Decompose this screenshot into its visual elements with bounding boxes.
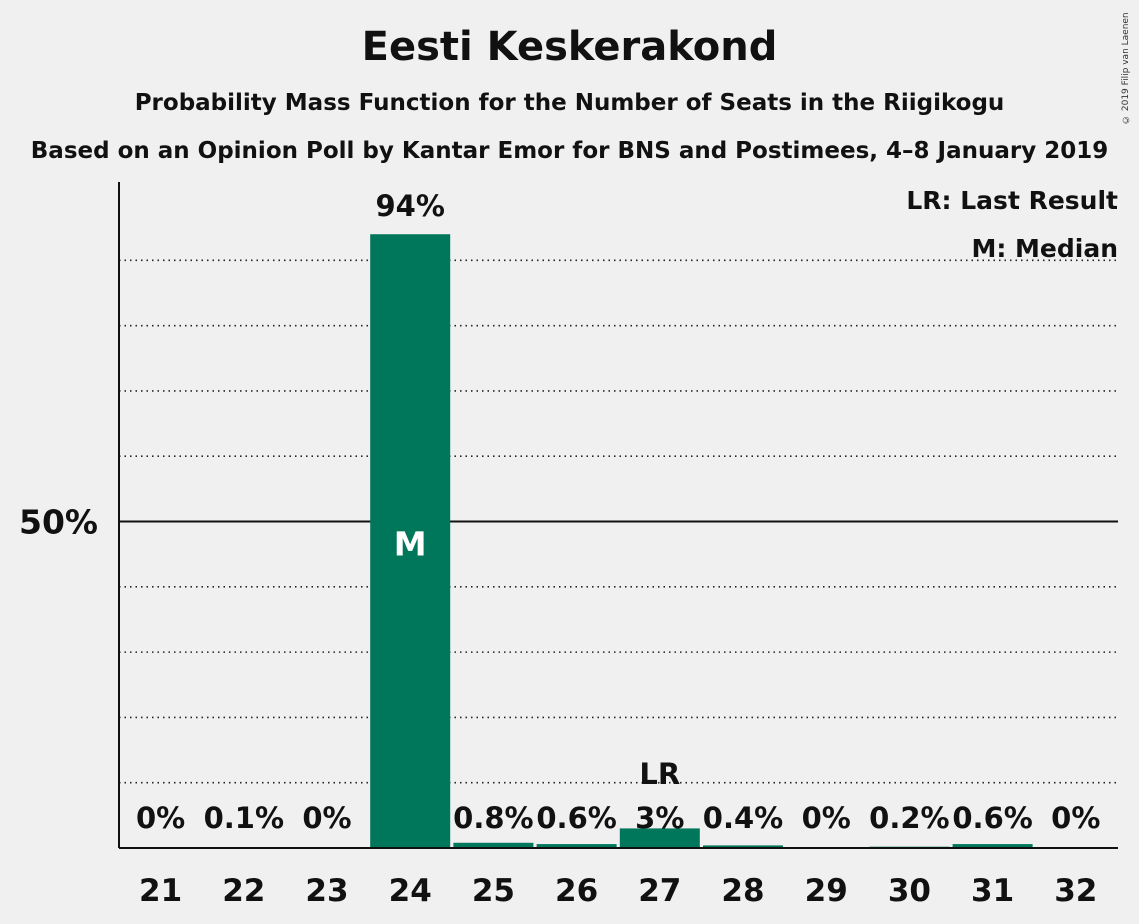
x-tick-labels: 21 22 23 24 25 26 27 28 29 30 31 32 [139, 873, 1097, 909]
chart-source: Based on an Opinion Poll by Kantar Emor … [30, 138, 1109, 164]
x-tick-label-25: 25 [472, 873, 515, 909]
bar-31 [952, 844, 1033, 848]
value-label-28: 0.4% [703, 801, 783, 835]
bar-24 [370, 234, 451, 848]
gridlines [119, 259, 1118, 784]
value-label-29: 0% [802, 801, 851, 835]
value-label-23: 0% [302, 801, 351, 835]
x-tick-label-28: 28 [721, 873, 764, 909]
bar-28 [703, 845, 783, 848]
x-tick-label-27: 27 [638, 873, 681, 909]
axes [118, 182, 1118, 849]
chart-subtitle: Probability Mass Function for the Number… [134, 90, 1005, 116]
value-label-22: 0.1% [204, 801, 284, 835]
last-result-marker: LR [639, 757, 680, 791]
x-tick-label-24: 24 [389, 873, 432, 909]
x-tick-label-26: 26 [555, 873, 598, 909]
value-labels: 0% 0.1% 0%94%M0.8% 0.6% 3%LR0.4% 0% 0.2% 0.6% 0% [136, 189, 1100, 835]
value-label-21: 0% [136, 801, 185, 835]
bar-25 [453, 842, 534, 848]
bar-26 [536, 844, 617, 848]
x-tick-label-21: 21 [139, 873, 182, 909]
value-label-24: 94% [375, 189, 444, 223]
value-label-31: 0.6% [952, 801, 1032, 835]
value-label-30: 0.2% [869, 801, 949, 835]
value-label-26: 0.6% [536, 801, 616, 835]
value-label-27: 3% [635, 801, 684, 835]
value-label-25: 0.8% [453, 801, 533, 835]
x-tick-label-32: 32 [1054, 873, 1097, 909]
x-tick-label-29: 29 [805, 873, 848, 909]
y-tick-label: 50% [19, 503, 98, 542]
legend-last-result: LR: Last Result [906, 186, 1118, 215]
x-tick-label-22: 22 [222, 873, 265, 909]
chart-title: Eesti Keskerakond [361, 24, 778, 70]
x-tick-label-23: 23 [305, 873, 348, 909]
x-tick-label-31: 31 [971, 873, 1014, 909]
y-tick-labels: 50% [19, 503, 98, 542]
median-marker: M [394, 525, 427, 564]
legend-median: M: Median [971, 234, 1118, 263]
x-tick-label-30: 30 [888, 873, 931, 909]
bar-27 [619, 828, 700, 848]
value-label-32: 0% [1051, 801, 1100, 835]
bars [203, 234, 1033, 848]
